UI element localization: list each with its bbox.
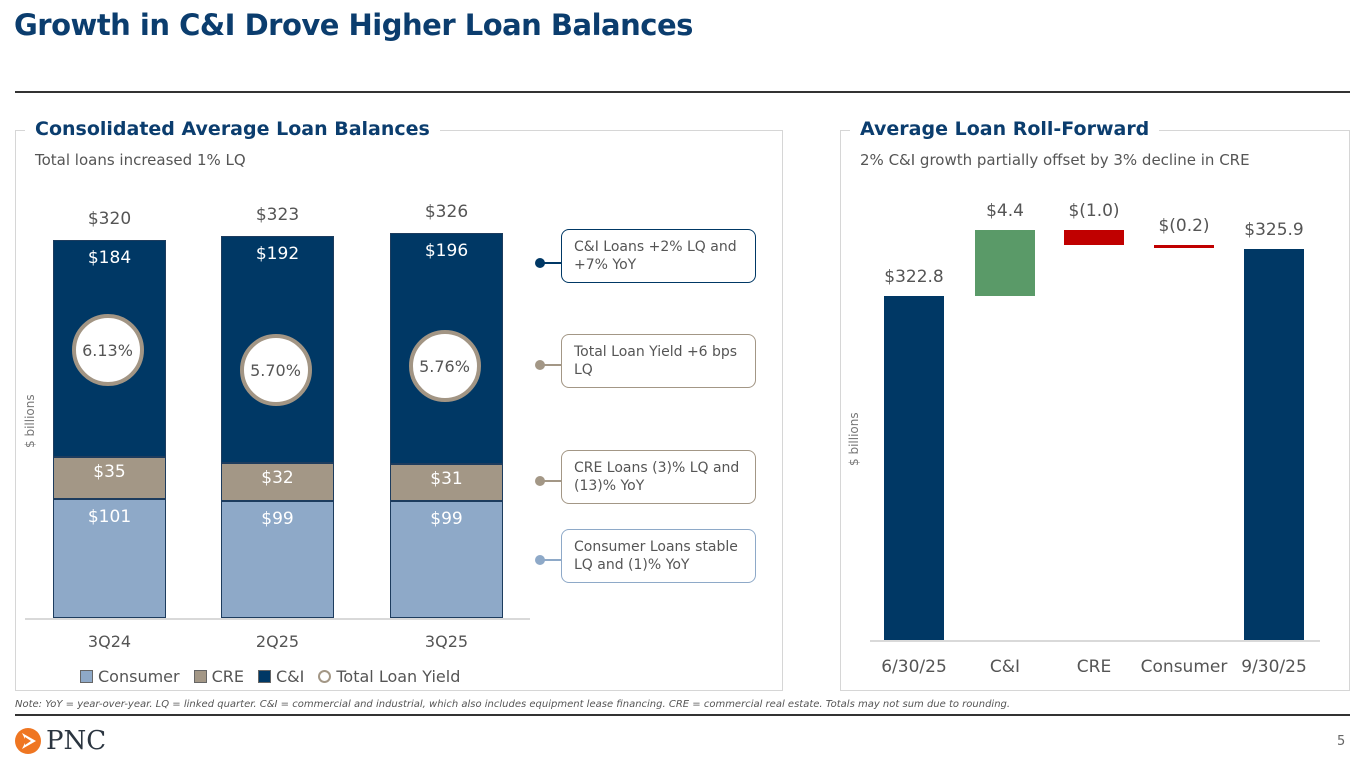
legend-consumer: Consumer <box>80 667 180 686</box>
bar-consumer <box>53 498 166 618</box>
data-label: $325.9 <box>1244 220 1304 241</box>
right-subtitle: 2% C&I growth partially offset by 3% dec… <box>860 151 1250 169</box>
bar-consumer <box>390 501 503 618</box>
title-divider <box>15 91 1350 93</box>
legend-label: C&I <box>276 667 305 686</box>
cre-swatch-icon <box>193 670 207 683</box>
bar-cre <box>221 463 334 502</box>
pnc-logo-icon <box>15 728 41 754</box>
waterfall-bar <box>1154 244 1214 248</box>
legend-yield: Total Loan Yield <box>318 667 460 686</box>
data-label: $4.4 <box>986 200 1024 221</box>
x-tick-label: 2Q25 <box>255 632 300 651</box>
yield-dot-icon <box>535 360 545 370</box>
bar-consumer <box>221 501 334 618</box>
bar-cre <box>53 457 166 499</box>
legend-ci: C&I <box>258 667 304 686</box>
data-label: $(1.0) <box>1068 200 1120 221</box>
left-y-axis-label: $ billions <box>23 394 37 448</box>
data-label: $31 <box>430 469 463 490</box>
data-label: $99 <box>261 509 294 530</box>
consumer-dot-icon <box>535 555 545 565</box>
logo-text: PNC <box>46 726 107 756</box>
yield-marker: 5.70% <box>239 334 312 406</box>
legend-label: Consumer <box>98 667 180 686</box>
right-section-title: Average Loan Roll-Forward <box>850 118 1160 140</box>
data-label: $192 <box>255 244 300 265</box>
connector <box>542 559 562 561</box>
footer-divider <box>15 714 1350 716</box>
legend-label: Total Loan Yield <box>336 667 461 686</box>
callout-ci: C&I Loans +2% LQ and +7% YoY <box>561 229 756 283</box>
right-y-axis-label: $ billions <box>847 412 861 466</box>
data-label: $32 <box>261 468 294 489</box>
waterfall-bar <box>1064 229 1124 245</box>
callout-cre: CRE Loans (3)% LQ and (13)% YoY <box>561 450 756 504</box>
footnote: Note: YoY = year-over-year. LQ = linked … <box>15 699 1011 710</box>
waterfall-bar <box>884 296 944 640</box>
callout-consumer: Consumer Loans stable LQ and (1)% YoY <box>561 529 756 583</box>
ci-swatch-icon <box>258 670 271 683</box>
page-title: Growth in C&I Drove Higher Loan Balances <box>14 8 693 42</box>
data-label: $99 <box>430 509 463 530</box>
x-tick-label: 3Q25 <box>424 632 469 651</box>
data-label: $(0.2) <box>1158 215 1210 236</box>
data-label: $184 <box>87 248 132 268</box>
pnc-logo: PNC <box>14 726 106 756</box>
x-tick-label: 9/30/25 <box>1241 657 1307 677</box>
consumer-swatch-icon <box>80 670 93 683</box>
x-tick-label: 6/30/25 <box>881 657 947 677</box>
data-label: $101 <box>87 506 132 527</box>
yield-marker: 5.76% <box>408 330 481 402</box>
x-tick-label: 3Q24 <box>87 632 132 651</box>
right-x-axis <box>870 640 1320 642</box>
total-label: $323 <box>255 205 300 226</box>
cre-dot-icon <box>535 476 545 486</box>
page-number: 5 <box>1337 734 1346 749</box>
connector <box>542 480 562 482</box>
left-subtitle: Total loans increased 1% LQ <box>35 151 246 169</box>
total-label: $320 <box>87 209 132 229</box>
legend-label: CRE <box>211 667 244 686</box>
yield-marker: 6.13% <box>71 314 144 386</box>
x-tick-label: Consumer <box>1140 657 1228 677</box>
x-tick-label: C&I <box>989 657 1021 677</box>
data-label: $35 <box>93 462 126 483</box>
bar-cre <box>390 464 503 502</box>
x-tick-label: CRE <box>1076 657 1112 677</box>
left-section-title: Consolidated Average Loan Balances <box>25 118 440 140</box>
ci-dot-icon <box>535 258 545 268</box>
waterfall-bar <box>1244 249 1304 640</box>
data-label: $196 <box>424 240 469 261</box>
connector <box>542 364 562 366</box>
yield-circle-icon <box>318 670 332 683</box>
left-legend: Consumer CRE C&I Total Loan Yield <box>80 667 460 686</box>
callout-yield: Total Loan Yield +6 bps LQ <box>561 334 756 388</box>
left-x-axis <box>25 618 530 620</box>
data-label: $322.8 <box>884 267 944 287</box>
legend-cre: CRE <box>193 667 244 686</box>
connector <box>542 262 562 264</box>
waterfall-bar <box>975 229 1035 296</box>
total-label: $326 <box>424 201 469 222</box>
